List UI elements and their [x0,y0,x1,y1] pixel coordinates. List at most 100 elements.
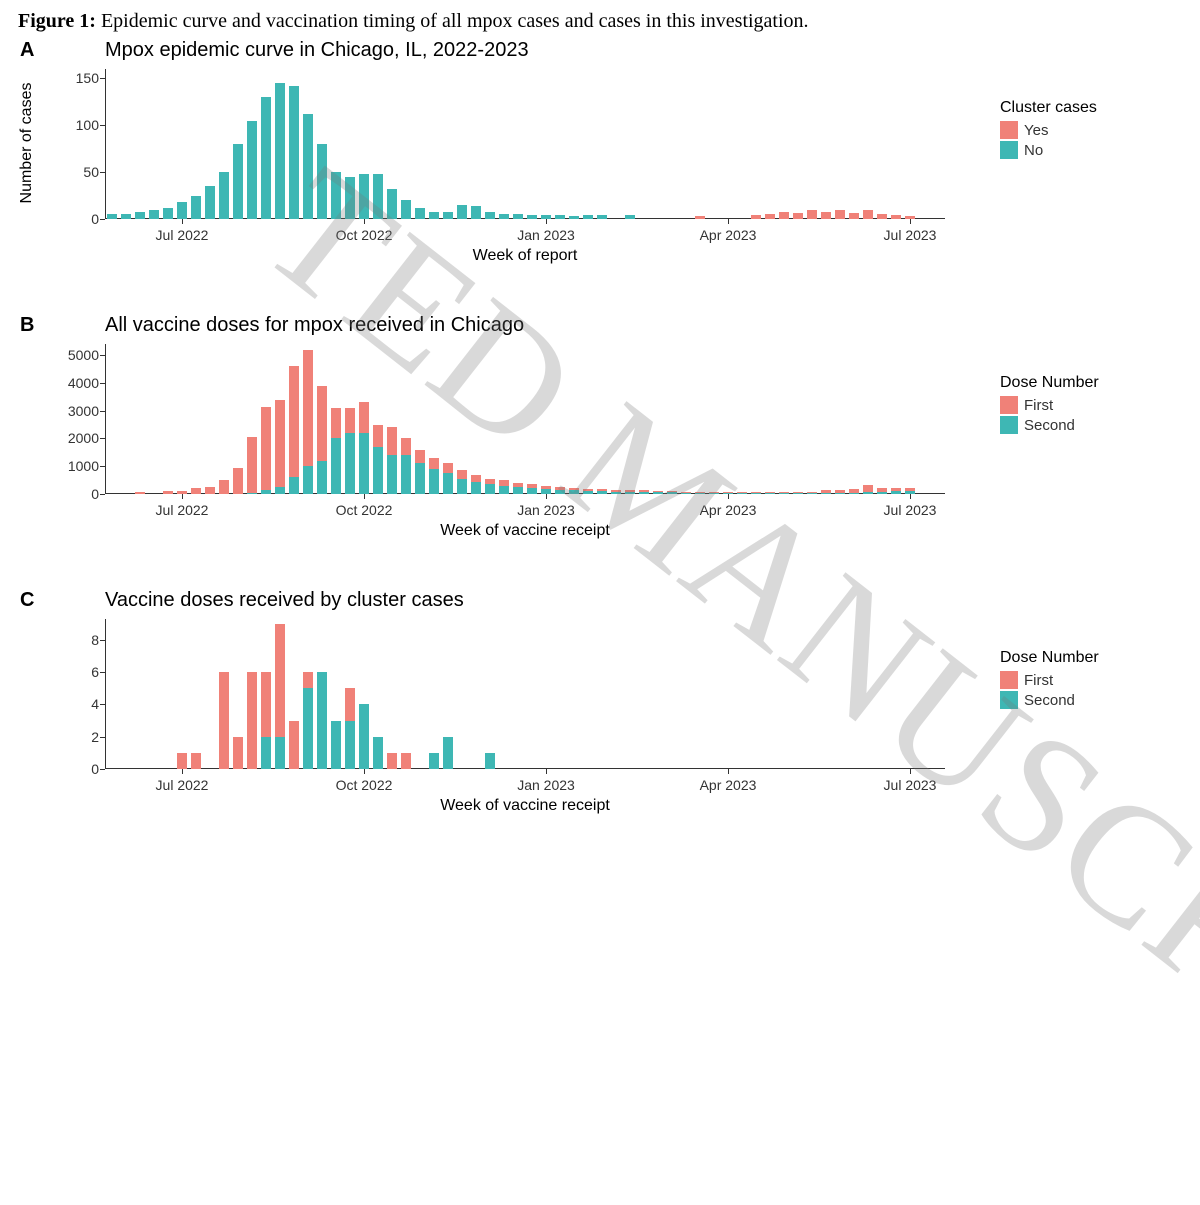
bar-segment [219,480,230,494]
y-tick-mark [100,219,105,220]
bar-segment [289,366,300,477]
legend-swatch [1000,416,1018,434]
bar-segment [233,737,244,769]
bar-segment [275,487,286,494]
caption-bold: Figure 1: [18,10,96,32]
x-tick-mark [728,769,729,774]
legend-label: No [1024,142,1043,159]
x-tick-label: Jul 2022 [156,227,209,243]
x-tick-label: Jul 2022 [156,777,209,793]
bar-segment [751,492,762,493]
bar-segment [401,753,412,769]
bars-container [105,69,945,219]
legend-A: Cluster casesYesNo [1000,99,1097,161]
bar-segment [555,490,566,494]
bar-segment [695,492,706,493]
bar-segment [751,493,762,494]
bar-segment [527,484,538,488]
bar-segment [331,438,342,494]
x-tick-mark [910,219,911,224]
bar-segment [191,753,202,769]
bar-segment [107,214,118,219]
bar-segment [261,737,272,769]
legend-C: Dose NumberFirstSecond [1000,649,1099,711]
bar-segment [597,215,608,219]
bar-segment [569,490,580,494]
bar-segment [457,470,468,478]
legend-label: First [1024,672,1053,689]
bar-segment [163,208,174,219]
bar-segment [821,493,832,494]
bar-segment [373,425,384,447]
y-tick-label: 2000 [49,430,99,446]
bar-segment [569,216,580,219]
bar-segment [639,492,650,494]
legend-swatch [1000,671,1018,689]
bar-segment [373,174,384,219]
legend-label: Second [1024,417,1075,434]
bar-segment [303,114,314,219]
bar-segment [541,486,552,489]
bar-segment [247,493,258,494]
bar-segment [807,492,818,493]
bar-segment [527,215,538,219]
bar-segment [485,479,496,485]
legend-swatch [1000,121,1018,139]
bar-segment [905,488,916,491]
x-tick-mark [546,219,547,224]
bar-segment [415,208,426,219]
panel-A: AMpox epidemic curve in Chicago, IL, 202… [10,39,1190,299]
x-tick-label: Apr 2023 [700,777,757,793]
bar-segment [793,493,804,494]
panel-C: CVaccine doses received by cluster cases… [10,589,1190,849]
bar-segment [695,493,706,494]
bar-segment [751,215,762,219]
bar-segment [345,433,356,494]
bar-segment [359,402,370,433]
bar-segment [317,386,328,461]
bar-segment [429,458,440,469]
bar-segment [709,492,720,493]
bar-segment [611,490,622,492]
bar-segment [331,721,342,769]
legend-label: Yes [1024,122,1048,139]
bar-segment [667,492,678,494]
x-tick-mark [364,769,365,774]
bar-segment [891,215,902,219]
legend-item: First [1000,396,1099,414]
bar-segment [261,672,272,737]
bar-segment [779,493,790,494]
bar-segment [471,475,482,482]
bar-segment [261,97,272,219]
bar-segment [345,688,356,720]
legend-swatch [1000,396,1018,414]
bar-segment [331,172,342,219]
bar-segment [177,202,188,219]
bar-segment [415,463,426,494]
bar-segment [261,490,272,494]
bar-segment [891,491,902,494]
bar-segment [457,479,468,494]
bar-segment [443,473,454,494]
bar-segment [863,485,874,492]
y-tick-mark [100,494,105,495]
bar-segment [303,350,314,467]
bar-segment [177,491,188,494]
bar-segment [345,408,356,433]
bar-segment [737,493,748,494]
bar-segment [849,493,860,494]
bar-segment [163,491,174,494]
bar-segment [681,493,692,494]
bar-segment [261,407,272,490]
bar-segment [849,213,860,219]
bar-segment [471,482,482,495]
bar-segment [457,205,468,219]
bar-segment [345,177,356,219]
plot-C: 02468Jul 2022Oct 2022Jan 2023Apr 2023Jul… [105,619,945,769]
bar-segment [219,172,230,219]
bar-segment [513,214,524,219]
figure-area: AMpox epidemic curve in Chicago, IL, 202… [10,39,1190,899]
bar-segment [877,492,888,494]
x-tick-mark [182,494,183,499]
bar-segment [443,737,454,769]
